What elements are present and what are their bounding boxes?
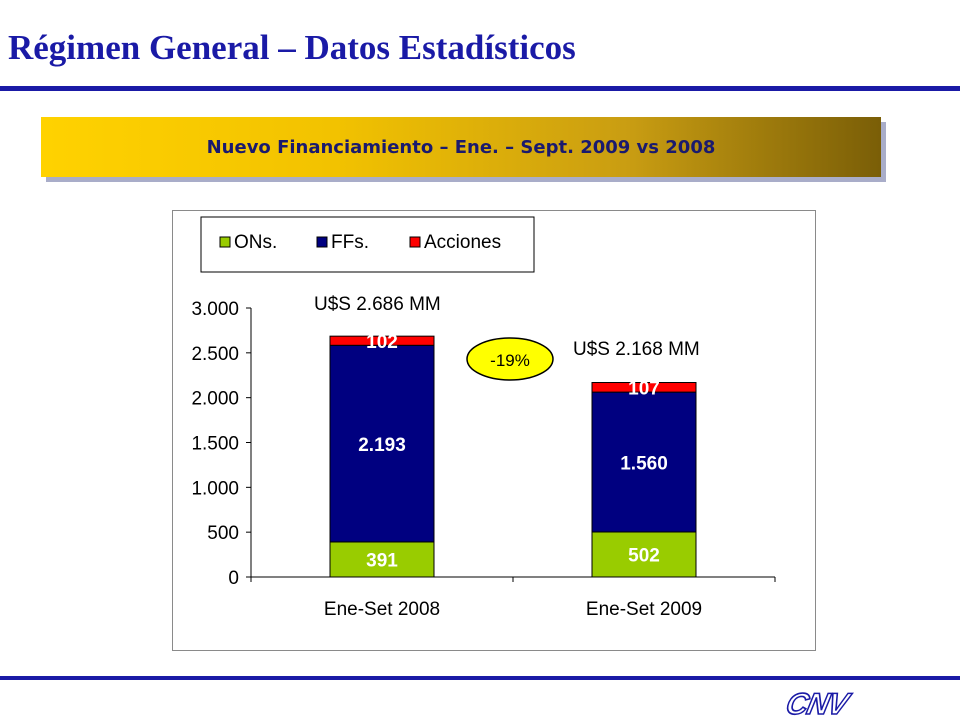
y-tick-label-1: 500 [207, 523, 239, 544]
legend-label-2: Acciones [424, 232, 501, 253]
bar-0-segment-2 [329, 335, 435, 346]
y-tick-label-3: 1.500 [191, 434, 239, 455]
y-tick-label-0: 0 [228, 568, 239, 589]
legend-swatch-2 [409, 236, 421, 248]
cnv-logo-text: CNV [786, 689, 854, 719]
change-annotation-ellipse [466, 337, 554, 381]
y-tick-label-5: 2.500 [191, 344, 239, 365]
y-tick-label-4: 2.000 [191, 389, 239, 410]
page-title: Régimen General – Datos Estadísticos [8, 28, 576, 67]
legend-label-0: ONs. [234, 232, 277, 253]
y-tick-label-6: 3.000 [191, 299, 239, 320]
legend-box [200, 216, 535, 273]
data-label-1-2: 107 [628, 379, 660, 400]
legend-swatch-1 [316, 236, 328, 248]
x-tick-label-0: Ene-Set 2008 [324, 599, 440, 620]
bar-0-segment-0 [329, 541, 435, 578]
bar-0-segment-1 [329, 344, 435, 543]
cnv-logo: CNV [786, 689, 855, 719]
y-tick-label-2: 1.000 [191, 478, 239, 499]
bottom-rule [0, 676, 960, 680]
data-label-1-0: 502 [628, 546, 660, 567]
total-label-0: U$S 2.686 MM [314, 294, 441, 315]
data-label-0-2: 102 [366, 332, 398, 353]
x-tick-label-1: Ene-Set 2009 [586, 599, 702, 620]
data-label-1-1: 1.560 [620, 453, 668, 474]
bar-1-segment-2 [591, 382, 697, 393]
chart-frame: ONs. FFs. Acciones 0 500 1.000 1.500 2.000 2.500… [172, 210, 816, 651]
data-label-0-1: 2.193 [358, 435, 406, 456]
change-annotation-text: -19% [490, 351, 530, 370]
top-rule [0, 86, 960, 91]
legend-swatch-0 [219, 236, 231, 248]
section-banner: Nuevo Financiamiento – Ene. – Sept. 2009… [41, 117, 881, 177]
legend-label-1: FFs. [331, 232, 369, 253]
data-label-0-0: 391 [366, 551, 398, 572]
total-label-1: U$S 2.168 MM [573, 339, 700, 360]
stacked-bar-chart: ONs. FFs. Acciones 0 500 1.000 1.500 2.000 2.500… [191, 216, 776, 620]
banner-text: Nuevo Financiamiento – Ene. – Sept. 2009… [206, 136, 716, 158]
